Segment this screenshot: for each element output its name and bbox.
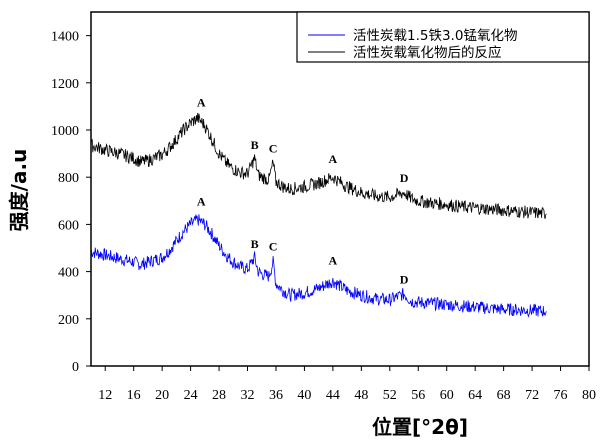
x-tick-label: 56 [411,388,425,403]
x-tick-label: 68 [497,388,511,403]
x-tick-label: 52 [383,388,397,403]
legend-label-1: 活性炭载1.5铁3.0锰氧化物 [353,28,517,44]
series-line-1 [90,214,547,318]
legend-box [296,11,590,63]
peak-label: D [400,272,409,286]
peak-label: A [329,254,338,268]
x-tick-label: 20 [155,388,169,403]
peak-label: A [197,195,206,209]
peak-label: B [251,138,259,152]
x-tick-label: 76 [554,388,568,403]
y-tick-label: 600 [58,218,79,233]
x-axis-label: 位置[°2θ] [372,415,468,439]
y-tick-label: 200 [58,313,79,328]
x-tick-label: 24 [184,388,198,403]
y-tick-label: 800 [58,171,79,186]
peak-label: A [197,95,206,109]
y-tick-label: 400 [58,266,79,281]
peak-label: A [329,152,338,166]
x-tick-label: 64 [468,388,482,403]
legend: 活性炭载1.5铁3.0锰氧化物 活性炭载氧化物后的反应 [296,11,590,63]
x-tick-label: 16 [127,388,141,403]
x-tick-label: 28 [212,388,226,403]
peak-label: C [269,239,278,253]
x-tick-label: 72 [525,388,539,403]
x-tick-label: 80 [582,388,596,403]
y-tick-label: 1400 [51,30,79,45]
x-tick-label: 48 [354,388,368,403]
x-tick-label: 12 [98,388,112,403]
x-tick-label: 40 [297,388,311,403]
peak-label: B [251,237,259,251]
x-tick-label: 36 [269,388,283,403]
y-tick-label: 1200 [51,77,79,92]
x-tick-label: 32 [241,388,255,403]
x-tick-label: 60 [440,388,454,403]
peak-label: C [269,141,278,155]
y-tick-label: 0 [72,360,79,375]
y-tick-label: 1000 [51,124,79,139]
y-axis-label: 强度/a.u [7,149,31,232]
series-line-2 [90,112,547,220]
x-tick-label: 44 [326,388,340,403]
legend-label-2: 活性炭载氧化物后的反应 [353,44,502,61]
peak-label: D [400,171,409,185]
